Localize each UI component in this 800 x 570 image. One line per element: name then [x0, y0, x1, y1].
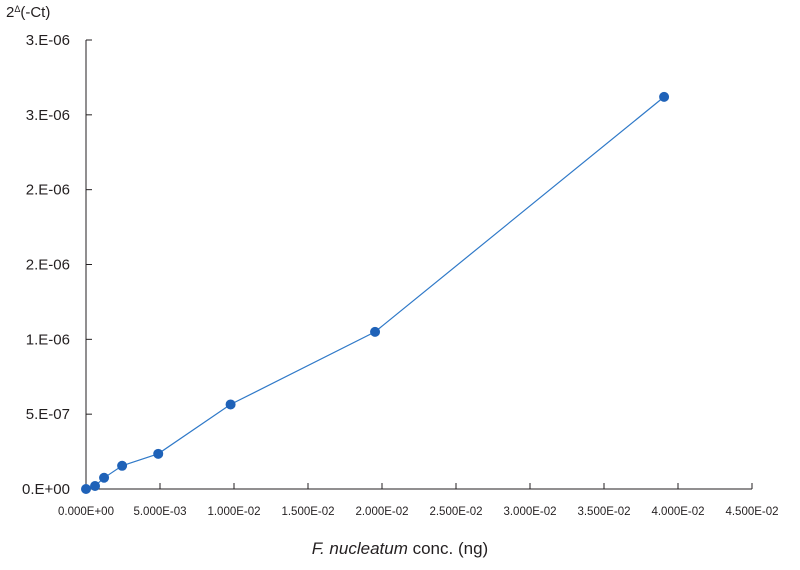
y-axis-label-rest: (-Ct)	[20, 4, 51, 21]
x-tick-label: 1.500E-02	[281, 506, 334, 518]
data-point	[81, 484, 91, 494]
x-tick-label: 2.500E-02	[429, 506, 482, 518]
y-axis-label-exponent: Δ	[14, 4, 21, 14]
data-point	[90, 481, 101, 492]
x-tick-label: 4.500E-02	[725, 506, 778, 518]
data-point	[225, 399, 236, 410]
y-tick-label: 1.E-06	[26, 331, 70, 348]
x-axis-label: F. nucleatum conc. (ng)	[0, 539, 800, 559]
x-tick-label: 0.000E+00	[58, 506, 114, 518]
y-axis-label-base: 2	[6, 4, 15, 21]
y-tick-label: 2.E-06	[26, 182, 70, 199]
y-tick-label: 2.E-06	[26, 257, 70, 274]
data-point	[117, 460, 128, 471]
y-axis-label: 2Δ(-Ct)	[6, 4, 50, 21]
y-tick-label: 5.E-07	[26, 406, 70, 423]
data-point	[99, 472, 110, 483]
x-tick-label: 3.000E-02	[503, 506, 556, 518]
x-tick-label: 4.000E-02	[651, 506, 704, 518]
data-point	[659, 91, 670, 102]
y-tick-label: 3.E-06	[26, 107, 70, 124]
y-tick-label: 0.E+00	[22, 481, 70, 498]
x-tick-label: 1.000E-02	[207, 506, 260, 518]
x-tick-label: 2.000E-02	[355, 506, 408, 518]
x-tick-label: 5.000E-03	[133, 506, 186, 518]
x-axis-label-italic: F. nucleatum	[311, 539, 408, 558]
x-tick-label: 3.500E-02	[577, 506, 630, 518]
data-point	[370, 326, 381, 337]
data-point	[153, 448, 164, 459]
y-tick-label: 3.E-06	[26, 32, 70, 49]
x-axis-label-rest: conc. (ng)	[407, 539, 489, 558]
series-line	[85, 96, 665, 490]
